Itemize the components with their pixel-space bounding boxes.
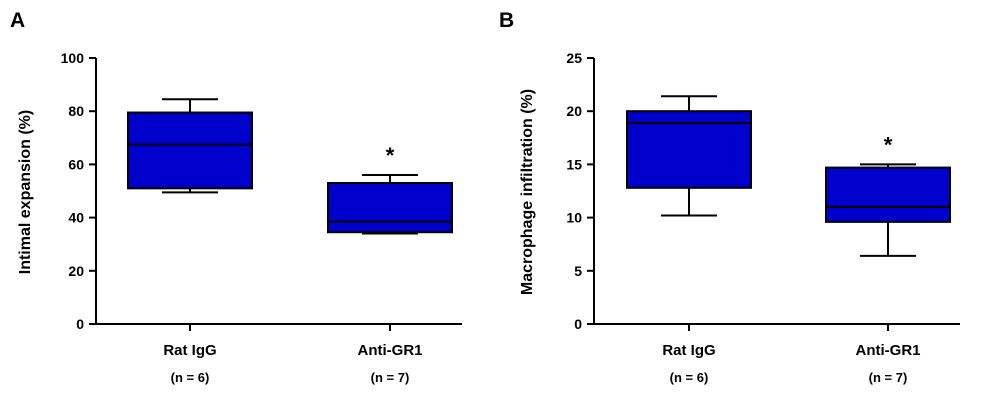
y-tick-label-b-4: 20 [566,103,582,119]
panel-a: A Intimal expansion (%) 0 20 40 60 80 100 * R… [10,9,462,385]
panel-label-b: B [499,9,514,32]
category-label-b-1: Anti-GR1 [856,342,921,359]
category-labels-b: Rat IgG (n = 6) Anti-GR1 (n = 7) [662,324,921,385]
sample-size-label-a-1: (n = 7) [371,370,410,385]
category-label-b-0: Rat IgG [662,342,715,359]
box-group-a-1: * [327,143,453,235]
sample-size-label-b-0: (n = 6) [670,370,709,385]
panel-label-a: A [10,9,25,32]
y-tick-label-a-3: 60 [68,156,84,172]
boxes-b: * [626,95,951,257]
y-tick-label-a-2: 40 [68,210,84,226]
box-group-b-0 [626,95,752,217]
y-tick-label-b-0: 0 [574,316,582,332]
boxes-a: * [127,98,453,235]
box-b-1 [825,166,951,223]
box-a-0 [127,111,253,190]
y-ticks-a: 0 20 40 60 80 100 [61,50,96,332]
y-tick-label-a-1: 20 [68,263,84,279]
box-group-b-1: * [825,132,951,257]
category-label-a-1: Anti-GR1 [358,342,423,359]
category-label-a-0: Rat IgG [163,342,216,359]
y-axis-title-b: Macrophage infiltration (%) [519,89,536,295]
y-tick-label-b-2: 10 [566,210,582,226]
sample-size-label-a-0: (n = 6) [171,370,210,385]
y-ticks-b: 0 5 10 15 20 25 [566,50,594,332]
significance-marker-b-1: * [884,132,893,157]
box-a-1 [327,182,453,234]
y-tick-label-b-3: 15 [566,156,582,172]
category-labels-a: Rat IgG (n = 6) Anti-GR1 (n = 7) [163,324,423,385]
y-tick-label-b-1: 5 [574,263,582,279]
y-tick-label-a-0: 0 [76,316,84,332]
panel-b: B Macrophage infiltration (%) 0 5 10 15 20 25… [499,9,960,385]
y-axis-title-a: Intimal expansion (%) [17,110,34,274]
box-b-0 [626,110,752,189]
sample-size-label-b-1: (n = 7) [869,370,908,385]
significance-marker-a-1: * [386,143,395,168]
y-tick-label-b-5: 25 [566,50,582,66]
y-tick-label-a-4: 80 [68,103,84,119]
y-tick-label-a-5: 100 [61,50,85,66]
box-group-a-0 [127,98,253,194]
